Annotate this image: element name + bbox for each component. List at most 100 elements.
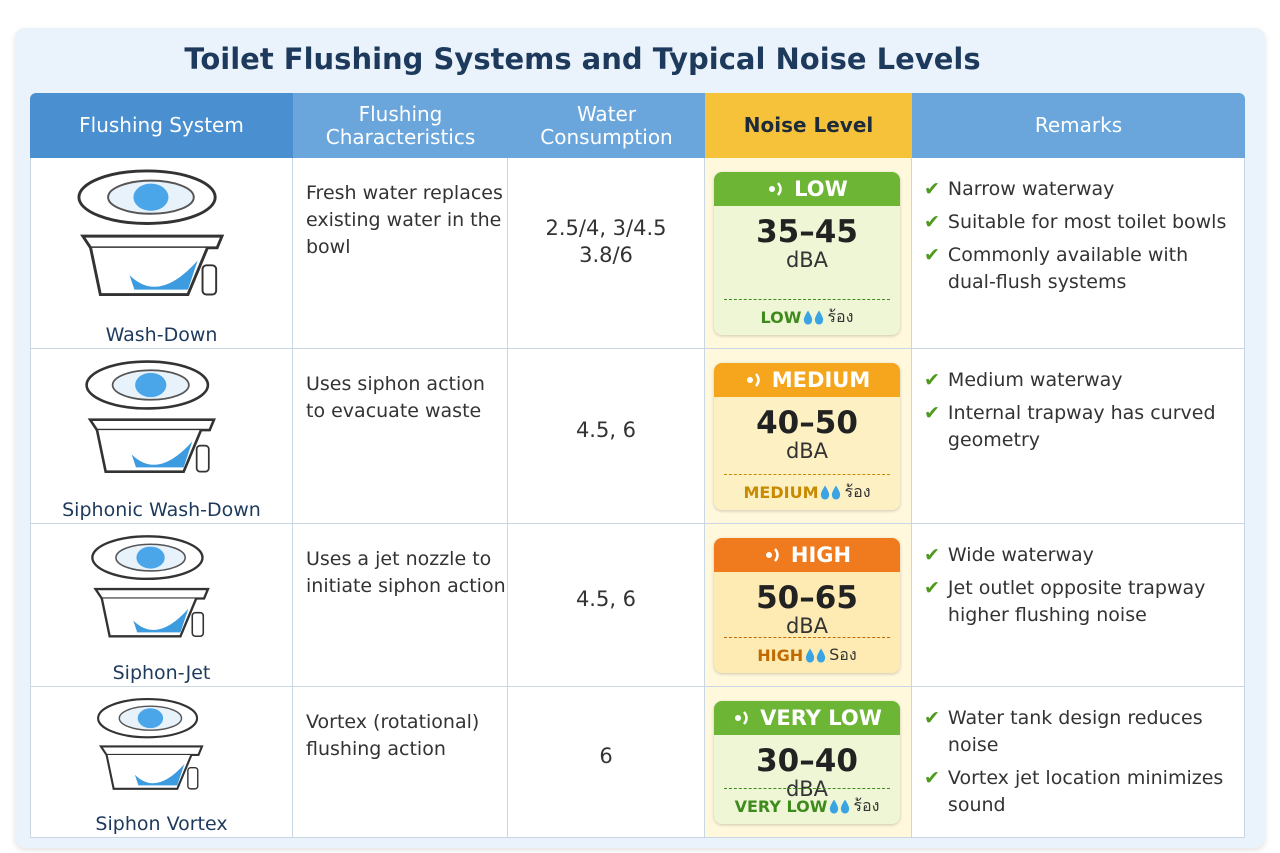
table-cell: Fresh water replaces existing water in t… (293, 158, 508, 349)
header-cell: Water Consumption (508, 93, 705, 158)
noise-footer-label: LOW (760, 308, 802, 327)
noise-badge: HIGH 50–65 dBA HIGH Sอง (714, 538, 900, 673)
noise-level: VERY LOW (714, 701, 900, 735)
droplets (804, 310, 824, 324)
remark-text: Medium waterway (947, 369, 1123, 391)
remark-text: Wide waterway (947, 544, 1094, 566)
noise-level-text: LOW (794, 177, 848, 201)
header-cell: Remarks (912, 93, 1245, 158)
system-name: Siphonic Wash-Down (62, 499, 261, 521)
noise-range: 35–45 (756, 214, 858, 250)
table-cell: Siphon-Jet (30, 524, 293, 687)
noise-footer: HIGH Sอง (724, 637, 890, 668)
water-consumption: 4.5, 6 (508, 417, 704, 444)
remark: ✔ Suitable for most toilet bowls (924, 209, 1240, 236)
remark-text: Commonly available with dual-flush syste… (947, 244, 1189, 293)
table-cell: ✔ Narrow waterway ✔ Suitable for most toile… (912, 158, 1245, 349)
check-icon: ✔ (924, 211, 940, 233)
remarks: ✔ Wide waterway ✔ Jet outlet opposite trapw… (924, 542, 1240, 635)
droplets (830, 799, 850, 813)
noise-unit: dBA (785, 614, 829, 638)
check-icon: ✔ (924, 577, 940, 599)
check-icon: ✔ (924, 544, 940, 566)
remark: ✔ Jet outlet opposite trapway higher flus… (924, 575, 1240, 629)
toilet-icon (69, 359, 229, 489)
check-icon: ✔ (924, 767, 940, 789)
noise-footer-label: HIGH (757, 646, 804, 665)
droplets (821, 485, 841, 499)
noise-level: LOW (714, 172, 900, 206)
characteristics: Vortex (rotational) flushing action (306, 711, 480, 760)
remarks: ✔ Medium waterway ✔ Internal trapway has cu… (924, 367, 1240, 460)
remark: ✔ Vortex jet location minimizes sound (924, 765, 1240, 819)
noise-range: 50–65 (756, 580, 858, 616)
water-line: 2.5/4, 3/4.5 (545, 216, 667, 241)
check-icon: ✔ (924, 178, 940, 200)
characteristics: Uses siphon action to evacuate waste (306, 373, 485, 422)
noise-range: 30–40 (756, 743, 858, 779)
table-cell: Uses siphon action to evacuate waste (293, 349, 508, 524)
water-line: 3.8/6 (579, 243, 633, 268)
table-cell: MEDIUM 40–50 dBA MEDIUM ร้อง (705, 349, 912, 524)
noise-footer-suffix: ร้อง (853, 796, 880, 815)
water-line: 4.5, 6 (575, 587, 637, 612)
sound-icon (746, 373, 760, 387)
noise-level-text: VERY LOW (760, 706, 882, 730)
remark-text: Narrow waterway (947, 178, 1115, 200)
remarks: ✔ Narrow waterway ✔ Suitable for most toile… (924, 176, 1240, 302)
table-cell: ✔ Wide waterway ✔ Jet outlet opposite trapw… (912, 524, 1245, 687)
check-icon: ✔ (924, 369, 940, 391)
noise-badge: VERY LOW 30–40 dBA VERY LOW ร้อง (714, 701, 900, 824)
noise-unit: dBA (785, 439, 829, 463)
remarks: ✔ Water tank design reduces noise ✔ Vortex … (924, 705, 1240, 825)
table-cell: Uses a jet nozzle to initiate siphon act… (293, 524, 508, 687)
noise-footer: VERY LOW ร้อง (724, 788, 890, 819)
sound-icon (735, 711, 748, 725)
table-cell: Siphonic Wash-Down (30, 349, 293, 524)
table-cell: LOW 35–45 dBA LOW ร้อง (705, 158, 912, 349)
table-cell: Wash-Down (30, 158, 293, 349)
droplets (805, 648, 826, 662)
table-cell: 6 (508, 687, 705, 838)
remark-text: Suitable for most toilet bowls (947, 211, 1227, 233)
water-line: 6 (599, 744, 613, 769)
remark-text: Vortex jet location minimizes sound (947, 767, 1224, 816)
noise-unit: dBA (785, 248, 829, 272)
table-cell: 4.5, 6 (508, 524, 705, 687)
check-icon: ✔ (924, 402, 940, 424)
table-cell: HIGH 50–65 dBA HIGH Sอง (705, 524, 912, 687)
remark-text: Internal trapway has curved geometry (947, 402, 1216, 451)
noise-level: MEDIUM (714, 363, 900, 397)
system-name: Wash-Down (105, 324, 218, 346)
noise-level-text: MEDIUM (771, 368, 871, 392)
header-cell: Noise Level (705, 93, 912, 158)
table-cell: ✔ Water tank design reduces noise ✔ Vortex … (912, 687, 1245, 838)
noise-footer: LOW ร้อง (724, 299, 890, 330)
check-icon: ✔ (924, 707, 940, 729)
remark: ✔ Commonly available with dual-flush syst… (924, 242, 1240, 296)
table-cell: Vortex (rotational) flushing action (293, 687, 508, 838)
table-cell: ✔ Medium waterway ✔ Internal trapway has cu… (912, 349, 1245, 524)
title: Toilet Flushing Systems and Typical Nois… (184, 42, 981, 76)
noise-footer-label: VERY LOW (734, 797, 828, 816)
sound-icon (769, 182, 782, 196)
noise-unit: dBA (785, 777, 829, 801)
remark: ✔ Wide waterway (924, 542, 1240, 569)
sound-icon (765, 548, 779, 562)
noise-footer-label: MEDIUM (743, 483, 819, 502)
noise-footer-suffix: ร้อง (844, 482, 871, 501)
noise-level: HIGH (714, 538, 900, 572)
remark-text: Jet outlet opposite trapway higher flush… (947, 577, 1206, 626)
remark: ✔ Internal trapway has curved geometry (924, 400, 1240, 454)
water-consumption: 2.5/4, 3/4.5 3.8/6 (508, 215, 704, 269)
toilet-icon (69, 168, 229, 314)
characteristics: Fresh water replaces existing water in t… (306, 182, 503, 258)
table-cell: 2.5/4, 3/4.5 3.8/6 (508, 158, 705, 349)
noise-badge: LOW 35–45 dBA LOW ร้อง (714, 172, 900, 335)
remark-text: Water tank design reduces noise (947, 707, 1203, 756)
noise-footer: MEDIUM ร้อง (724, 474, 890, 505)
table-cell: 4.5, 6 (508, 349, 705, 524)
table-cell: Siphon Vortex (30, 687, 293, 838)
system-name: Siphon Vortex (95, 813, 228, 835)
